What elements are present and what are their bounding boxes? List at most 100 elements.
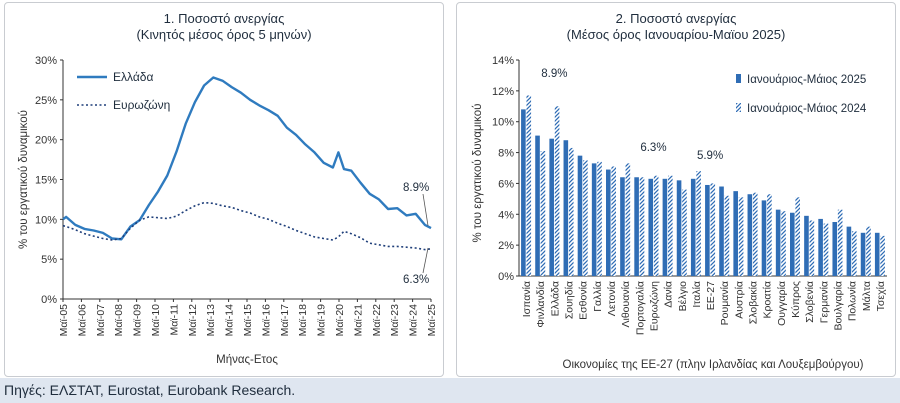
x-tick-label: Πορτογαλία	[634, 281, 646, 335]
bar-2024	[837, 209, 843, 276]
annotation-eurozone-last: 6.3%	[403, 274, 429, 286]
x-tick-label: Κύπρος	[790, 281, 802, 318]
chart2-title-block: 2. Ποσοστό ανεργίας (Μέσος όρος Ιανουαρί…	[457, 11, 895, 43]
chart2-title: 2. Ποσοστό ανεργίας	[615, 11, 737, 26]
y-tick-label: 2%	[498, 240, 514, 252]
bar-2024	[639, 177, 645, 276]
chart1-title: 1. Ποσοστό ανεργίας	[163, 11, 285, 26]
bar-2025	[832, 222, 838, 276]
bar-2025	[535, 135, 540, 276]
y-tick-label: 12%	[492, 86, 514, 98]
annotation-leader	[422, 193, 429, 226]
bar-2024	[682, 189, 687, 276]
x-tick-label: Τσεχία	[875, 281, 887, 311]
bar-annotation: 5.9%	[697, 150, 723, 162]
x-tick-label: Μαϊ-13	[205, 304, 217, 336]
y-axis-title: % του εργατικού δυναμικού	[18, 110, 30, 249]
bar-2025	[818, 218, 823, 276]
x-tick-label: Ισπανία	[521, 281, 533, 317]
bar-2025	[648, 178, 654, 276]
y-tick-label: 5%	[41, 254, 57, 266]
y-tick-label: 4%	[498, 209, 514, 221]
bar-2025	[662, 178, 668, 276]
x-tick-label: Ευρωζώνη	[648, 281, 660, 331]
bar-2025	[549, 138, 554, 276]
x-tick-label: Μαϊ-11	[168, 304, 180, 336]
x-tick-label: Φινλανδία	[535, 281, 547, 328]
bar-chart-unemployment-eu: 0% 2% 4% 6% 8% 10% 12% 14% Ισπανία Φινλανδία Ελλάδ…	[472, 55, 887, 371]
series-line-greece	[62, 76, 432, 241]
y-tick-label: 8%	[498, 148, 514, 160]
x-tick-label: Σλοβακία	[748, 281, 760, 324]
bar-2025	[676, 180, 682, 276]
x-tick-label: Μαϊ-23	[389, 304, 401, 336]
x-tick-label: Πολωνία	[847, 281, 859, 321]
bar-2024	[724, 195, 730, 276]
x-tick-label: Μάλτα	[861, 281, 873, 311]
x-tick-label: Σλοβενία	[804, 281, 816, 323]
bar-2024	[597, 161, 602, 276]
bar-2024	[795, 197, 800, 276]
y-tick-label: 6%	[498, 178, 514, 190]
bar-2025	[804, 215, 809, 276]
bar-2024	[767, 194, 772, 276]
bar-2024	[554, 106, 560, 277]
x-tick-label: Λιθουανία	[620, 281, 632, 328]
y-tick-label: 15%	[35, 175, 57, 187]
x-tick-label: Μαϊ-16	[260, 304, 272, 336]
x-tick-label: Μαϊ-15	[242, 304, 254, 336]
x-tick-label: Βουλγαρία	[832, 281, 844, 331]
bar-2024	[852, 231, 857, 276]
x-tick-label: Μαϊ-07	[95, 304, 107, 336]
x-tick-label: Μαϊ-09	[132, 304, 144, 336]
bar-2025	[733, 191, 738, 276]
bar-2024	[781, 211, 786, 276]
x-tick-label: Ουγγαρία	[776, 281, 788, 326]
y-axis-title: % του εργατικού δυναμικού	[472, 104, 484, 243]
bar-2025	[846, 226, 852, 276]
bar-2025	[690, 178, 696, 276]
y-tick-label: 20%	[35, 135, 57, 147]
x-tick-label: Αυστρία	[733, 281, 745, 319]
x-tick-label: Μαϊ-22	[371, 304, 383, 336]
bar-2024	[823, 223, 829, 276]
bar-2025	[591, 163, 597, 276]
annotation-leader	[422, 247, 429, 274]
bar-2024	[653, 175, 659, 276]
x-tick-label: Γαλλία	[592, 281, 604, 312]
bar-2025	[606, 169, 611, 276]
legend-swatch	[736, 103, 741, 112]
y-tick-label: 30%	[35, 55, 57, 67]
bar-2024	[752, 192, 758, 276]
y-tick-label: 10%	[492, 117, 514, 129]
y-tick-label: 25%	[35, 95, 57, 107]
line-chart-unemployment: 0% 5% 10% 15% 20% 25% 30% Μαϊ-05 Μαϊ-06 Μαϊ-07 Μαϊ…	[18, 55, 438, 366]
chart1-subtitle: (Κινητός μέσος όρος 5 μηνών)	[136, 27, 312, 42]
bar-2024	[611, 166, 616, 276]
x-tick-label: Μαϊ-08	[113, 304, 125, 336]
series-line-eurozone	[62, 201, 432, 251]
x-tick-label: Μαϊ-18	[297, 304, 309, 336]
bar-2025	[747, 194, 753, 276]
bar-2024	[583, 160, 588, 276]
bar-2024	[738, 197, 744, 276]
x-tick-label: ΕΕ-27	[705, 281, 717, 310]
x-tick-label: Λετονία	[606, 281, 618, 316]
x-tick-label: Μαϊ-12	[187, 304, 199, 336]
bar-2025	[705, 184, 710, 276]
y-tick-label: 0%	[498, 271, 514, 283]
source-footer: Πηγές: ΕΛΣΤΑΤ, Eurostat, Eurobank Resear…	[0, 378, 900, 403]
bar-2025	[790, 212, 795, 276]
bar-2024	[866, 226, 871, 276]
x-tick-label: Βέλγιο	[677, 281, 689, 312]
x-tick-label: Εσθονία	[578, 281, 590, 320]
x-tick-label: Δανία	[663, 281, 675, 308]
x-tick-label: Μαϊ-06	[76, 304, 88, 336]
x-tick-label: Ελλάδα	[549, 281, 561, 316]
x-tick-label: Γερμανία	[818, 281, 830, 323]
x-tick-label: Μαϊ-17	[279, 304, 291, 336]
x-tick-label: Ρουμανία	[719, 281, 731, 325]
x-tick-label: Μαϊ-20	[334, 304, 346, 336]
source-note: Πηγές: ΕΛΣΤΑΤ, Eurostat, Eurobank Resear…	[4, 382, 296, 398]
chart2-subtitle: (Μέσος όρος Ιανουαρίου-Μαϊου 2025)	[566, 27, 786, 42]
